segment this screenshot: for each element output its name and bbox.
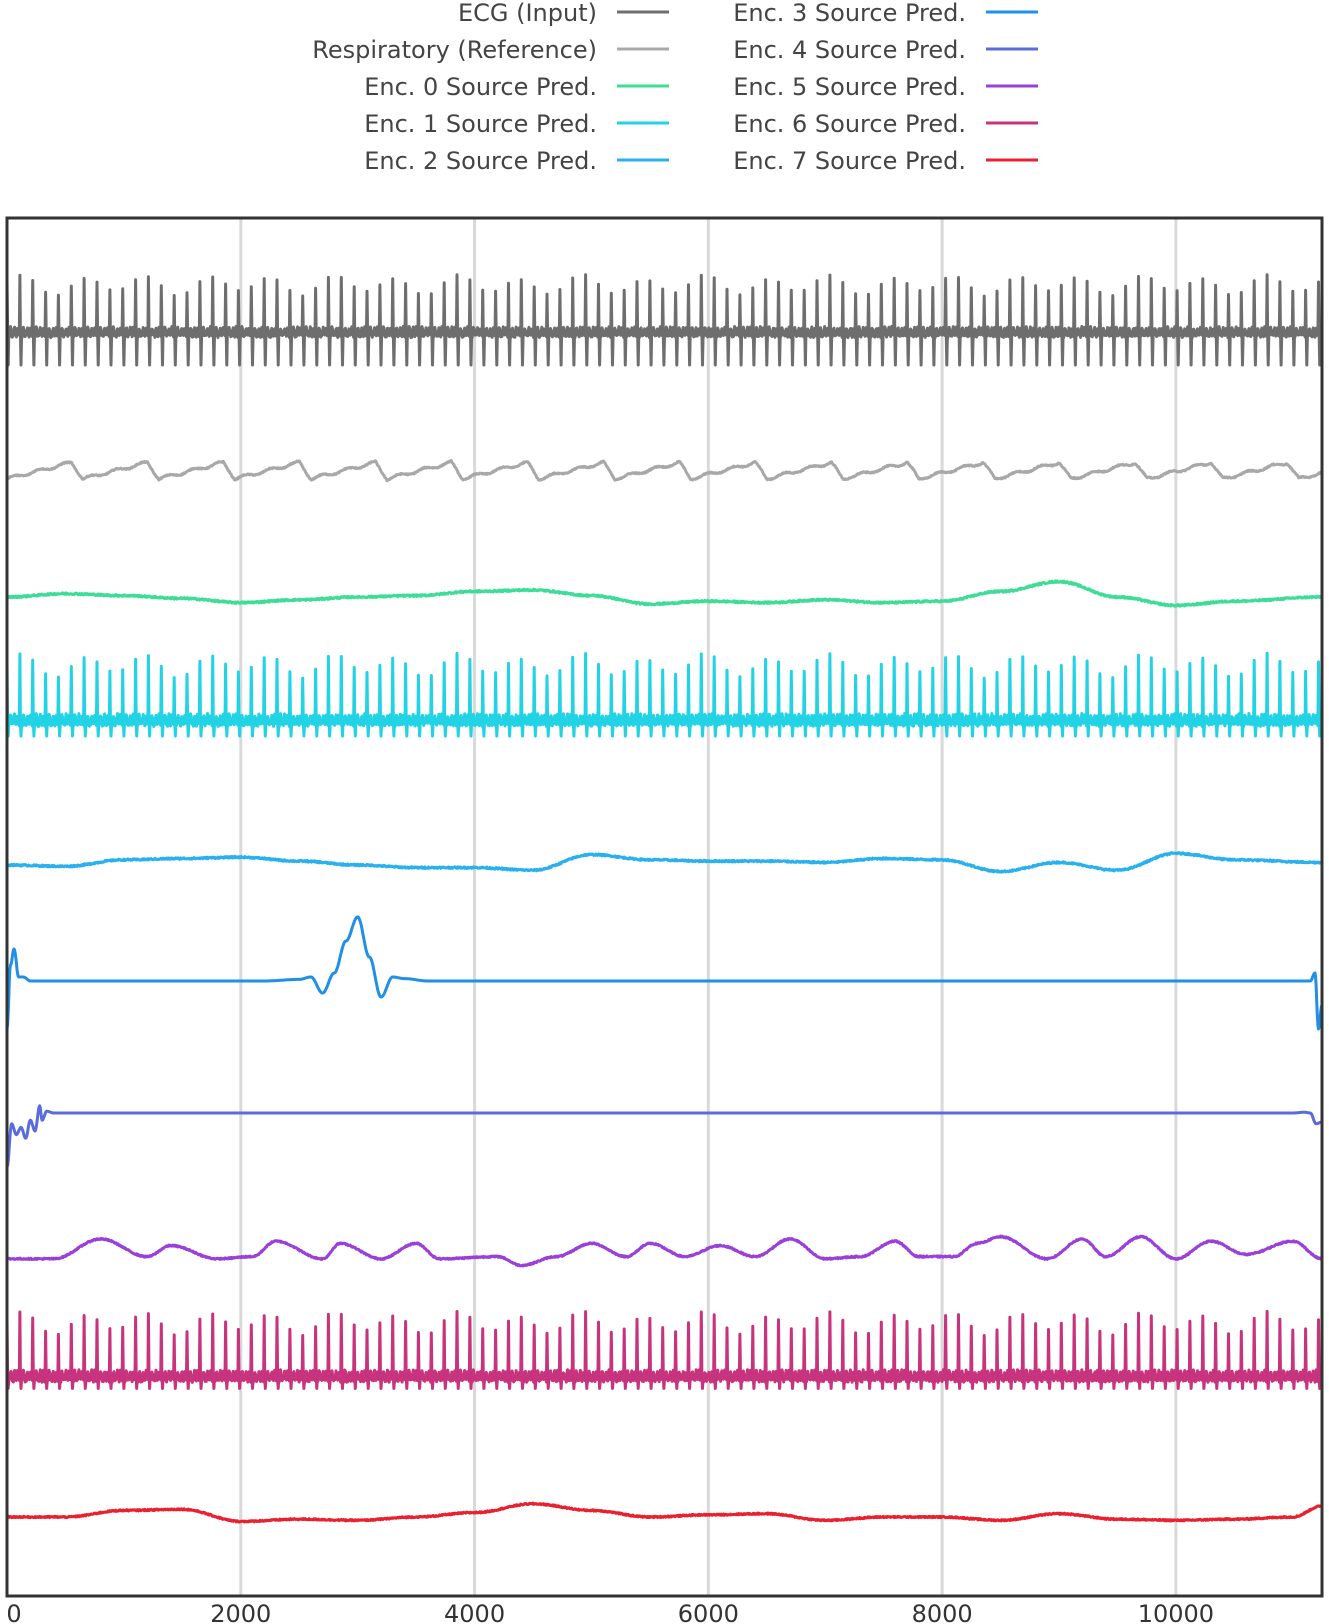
series-line-9: [6, 1501, 1323, 1524]
legend-label: Respiratory (Reference): [312, 36, 597, 64]
series-line-7: [5, 1234, 1323, 1268]
series-line-8: [5, 1309, 1324, 1390]
series-line-0: [5, 273, 1324, 367]
series-line-1: [5, 459, 1323, 483]
series-line-3: [5, 651, 1324, 738]
x-tick-label: 6000: [678, 1600, 739, 1624]
legend-label: Enc. 7 Source Pred.: [733, 147, 966, 175]
series-line-6: [5, 1104, 1323, 1168]
plot-frame: [5, 216, 1324, 1598]
legend-label: ECG (Input): [458, 0, 597, 27]
series-line-5: [5, 915, 1324, 1031]
series-line-4: [6, 851, 1324, 874]
legend: ECG (Input) Respiratory (Reference) Enc. 0…: [312, 0, 1038, 175]
legend-label: Enc. 2 Source Pred.: [364, 147, 597, 175]
legend-label: Enc. 4 Source Pred.: [733, 36, 966, 64]
x-tick-label: 0: [6, 1600, 21, 1624]
legend-label: Enc. 6 Source Pred.: [733, 110, 966, 138]
series-layer: [5, 273, 1324, 1524]
x-tick-label: 4000: [444, 1600, 505, 1624]
series-line-2: [6, 579, 1324, 608]
x-axis-ticks: 0 2000 4000 6000 8000 10000: [6, 1600, 1214, 1624]
x-tick-label: 8000: [912, 1600, 973, 1624]
legend-label: Enc. 3 Source Pred.: [733, 0, 966, 27]
legend-label: Enc. 5 Source Pred.: [733, 73, 966, 101]
x-tick-label: 2000: [210, 1600, 271, 1624]
x-tick-label: 10000: [1138, 1600, 1214, 1624]
legend-label: Enc. 1 Source Pred.: [364, 110, 597, 138]
legend-label: Enc. 0 Source Pred.: [364, 73, 597, 101]
